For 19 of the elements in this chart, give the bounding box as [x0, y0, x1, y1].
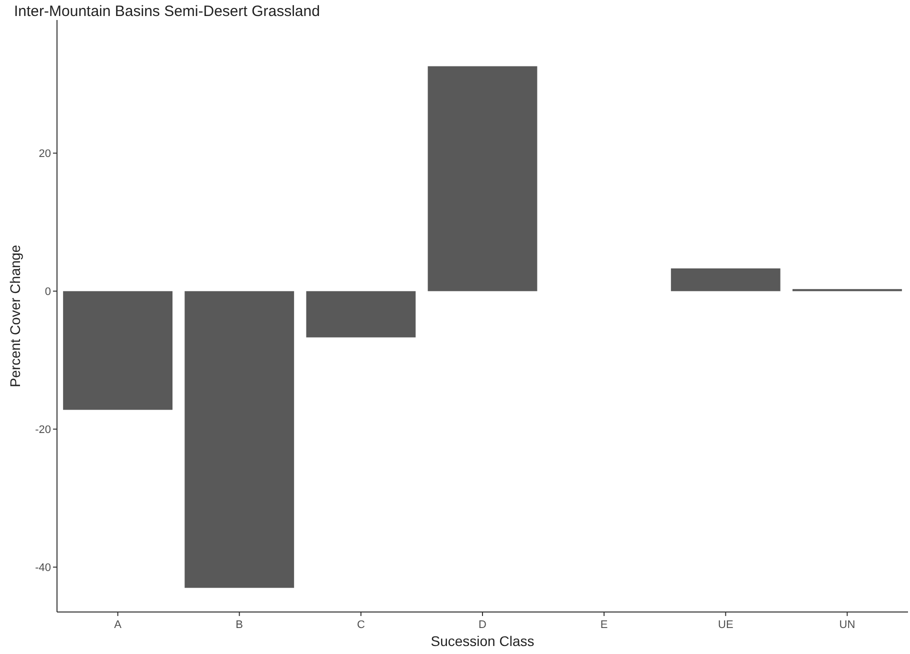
- x-tick-label: C: [356, 619, 365, 631]
- x-axis-title: Sucession Class: [430, 633, 534, 649]
- x-tick-label: UE: [718, 619, 734, 631]
- bar: [428, 66, 538, 292]
- y-axis-title: Percent Cover Change: [7, 244, 23, 388]
- y-tick-label: 20: [38, 148, 51, 160]
- y-tick-label: -40: [35, 562, 51, 574]
- bar: [184, 291, 294, 588]
- bar: [670, 268, 780, 292]
- x-tick-label: B: [236, 619, 244, 631]
- y-tick-label: 0: [44, 286, 51, 298]
- bar: [63, 291, 172, 410]
- chart-title: Inter-Mountain Basins Semi-Desert Grassland: [14, 3, 320, 20]
- bar: [306, 291, 416, 338]
- x-tick-label: D: [478, 619, 487, 631]
- x-tick-label: A: [114, 619, 122, 631]
- x-tick-label: E: [600, 619, 608, 631]
- x-tick-label: UN: [839, 619, 856, 631]
- y-tick-label: -20: [35, 424, 51, 436]
